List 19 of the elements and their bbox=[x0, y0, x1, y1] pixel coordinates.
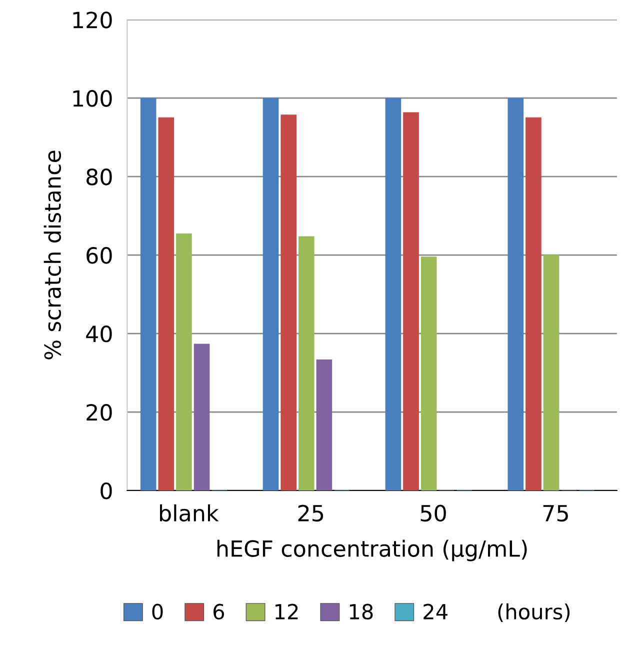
y-tick-label: 120 bbox=[73, 12, 112, 28]
y-tick-label: 80 bbox=[86, 168, 112, 186]
x-tick-label: 75 bbox=[543, 505, 568, 522]
legend-label: 24 bbox=[424, 604, 448, 620]
y-tick-label: 20 bbox=[86, 404, 112, 421]
x-tick-label: 50 bbox=[420, 504, 446, 522]
x-axis-title: hEGF concentration (µg/mL) bbox=[217, 540, 527, 562]
x-tick-label: blank bbox=[160, 504, 219, 522]
legend-label: 6 bbox=[214, 604, 224, 620]
legend-label: 18 bbox=[350, 604, 373, 620]
y-tick-label: 60 bbox=[86, 247, 112, 264]
y-axis-title: % scratch distance bbox=[44, 150, 62, 360]
legend-label: 12 bbox=[276, 604, 298, 620]
y-tick-label: 0 bbox=[100, 482, 112, 500]
legend-label: 0 bbox=[152, 604, 163, 620]
legend-title: (hours) bbox=[498, 603, 570, 622]
x-tick-label: 25 bbox=[298, 504, 324, 522]
y-tick-label: 40 bbox=[86, 325, 112, 342]
y-tick-label: 100 bbox=[73, 90, 112, 107]
